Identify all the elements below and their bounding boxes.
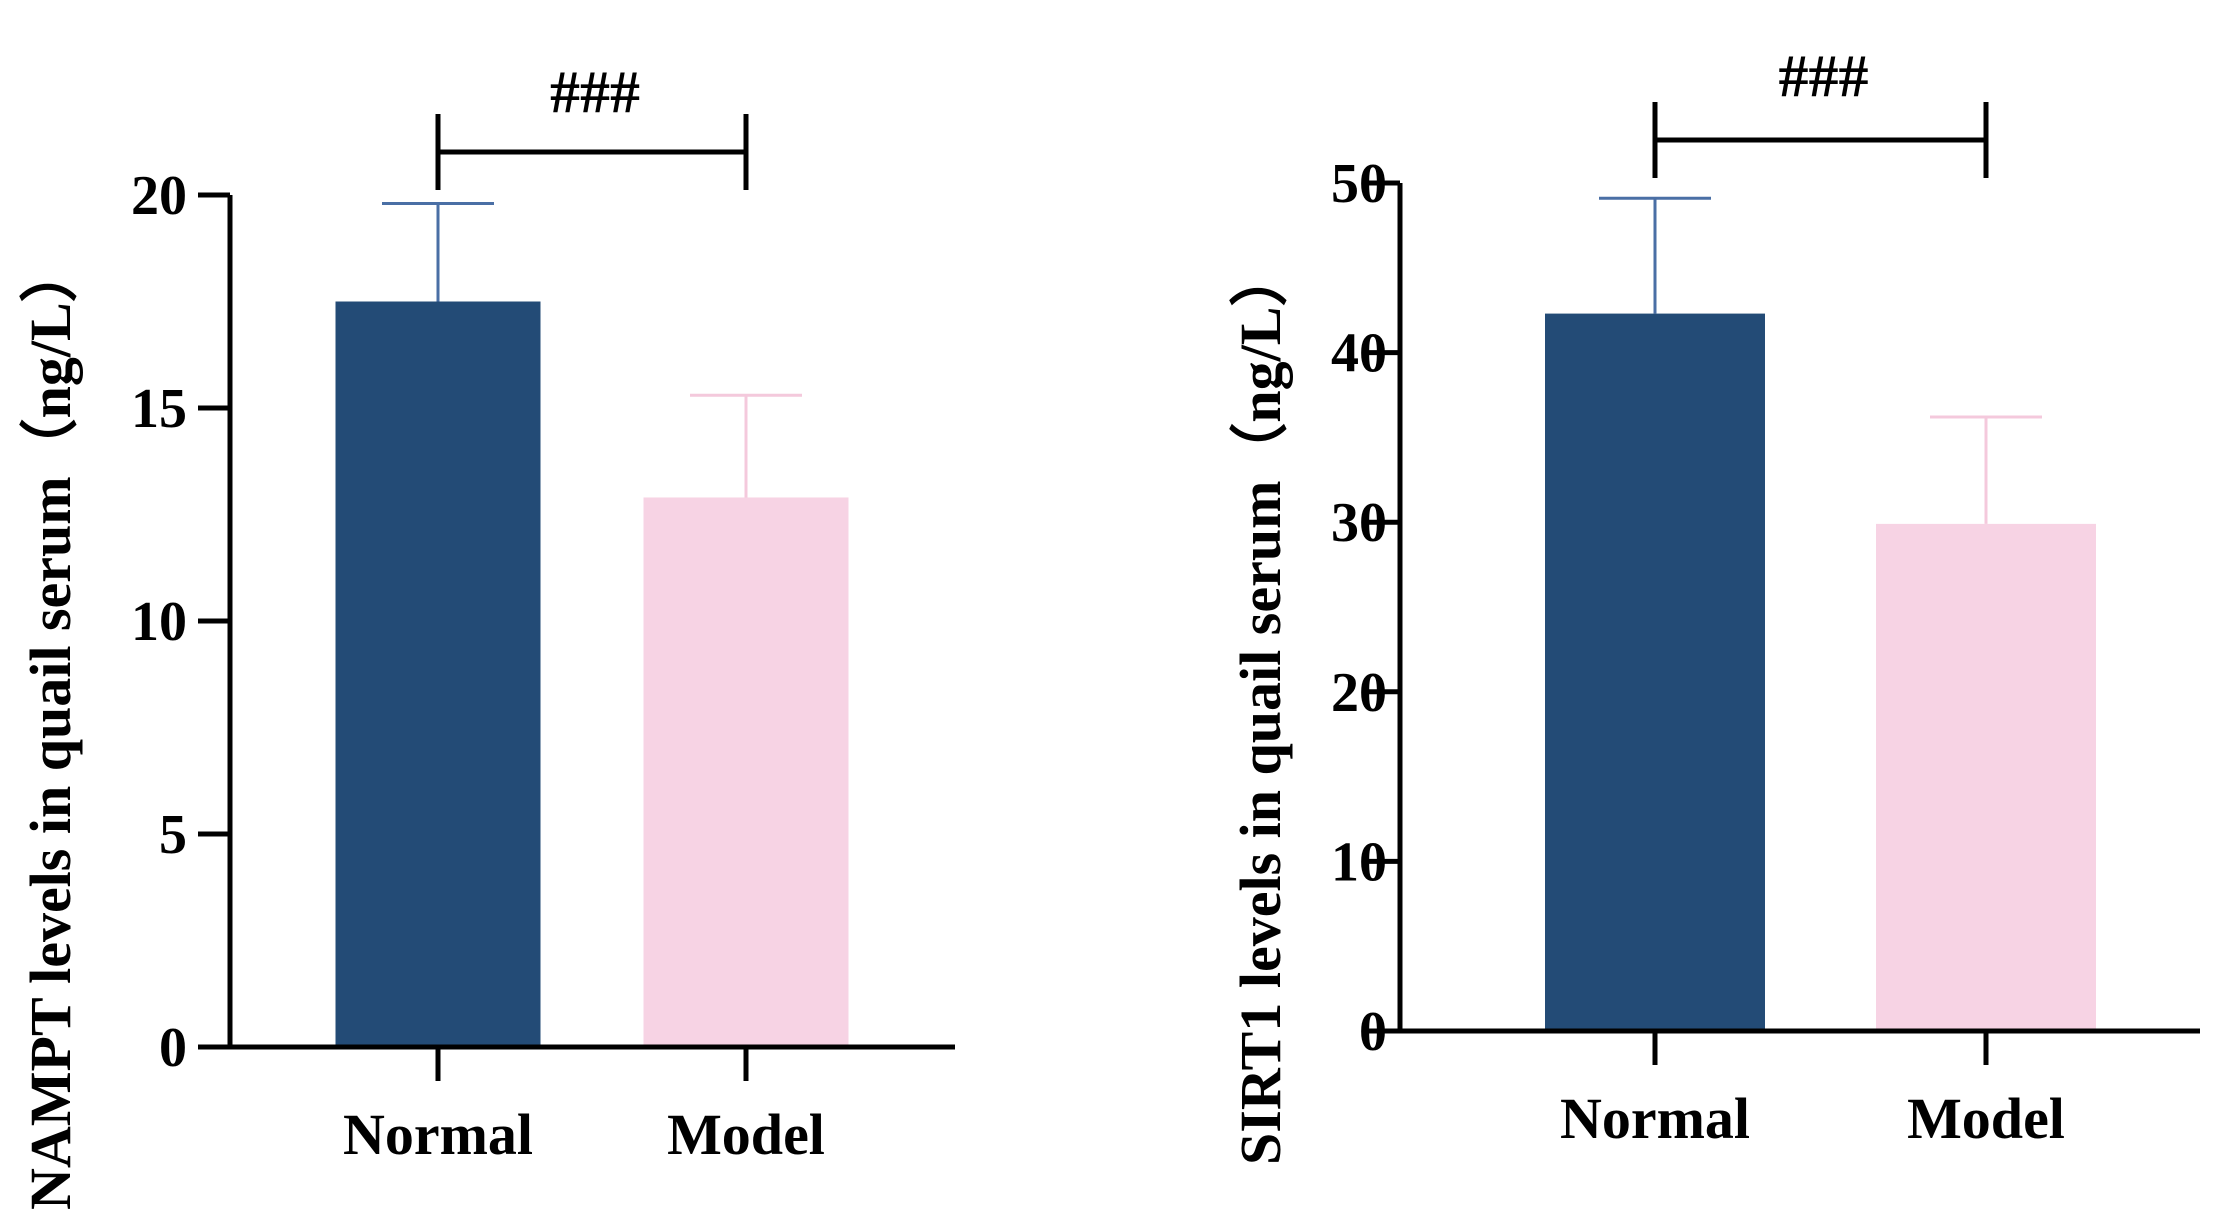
chart2-y-axis-label: SIRT1 levels in quail serum（ng/L） — [1228, 249, 1293, 1165]
chart2-y-tick-label: 20 — [1331, 662, 1387, 724]
chart2-y-tick-label: 10 — [1331, 831, 1387, 893]
chart2-x-tick-label: Model — [1907, 1086, 2065, 1151]
chart1-y-axis-label: NAMPT levels in quail serum（ng/L） — [18, 244, 83, 1210]
chart1-y-tick-label: 0 — [159, 1017, 187, 1079]
chart1-y-tick-label: 15 — [131, 378, 187, 440]
chart1-x-tick-label: Model — [667, 1102, 825, 1167]
chart1-y-tick-label: 20 — [131, 165, 187, 227]
chart1-y-tick-label: 10 — [131, 591, 187, 653]
chart2-y-tick-label: 40 — [1331, 323, 1387, 385]
chart1-significance-label: ### — [550, 59, 640, 125]
chart2-y-tick-label: 50 — [1331, 153, 1387, 215]
chart2-significance-label: ### — [1779, 43, 1869, 109]
chart2-x-tick-label: Normal — [1560, 1086, 1750, 1151]
chart1-x-tick-label: Normal — [343, 1102, 533, 1167]
chart1-y-tick-label: 5 — [159, 804, 187, 866]
chart2-bar-normal — [1545, 313, 1765, 1031]
chart1-bar-model — [643, 497, 849, 1048]
chart2-bar-model — [1876, 523, 2096, 1031]
chart2-y-tick-label: 0 — [1359, 1001, 1387, 1063]
chart2-y-tick-label: 30 — [1331, 492, 1387, 554]
chart1-bar-normal — [335, 301, 541, 1047]
